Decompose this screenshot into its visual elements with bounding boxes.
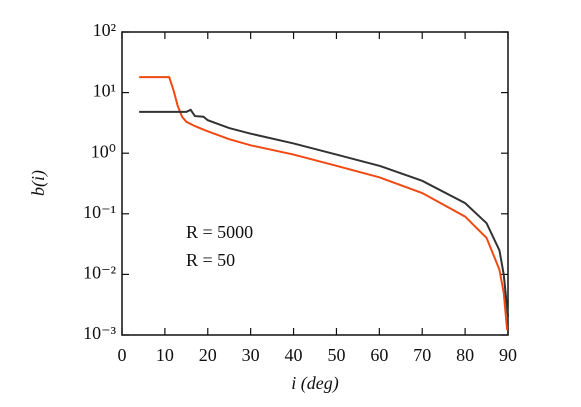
x-tick-label: 30: [242, 345, 260, 365]
x-tick-label: 70: [413, 345, 431, 365]
y-tick-label: 10²: [93, 20, 116, 40]
x-tick-label: 50: [327, 345, 345, 365]
data-line: [139, 108, 509, 317]
y-axis-label: b(i): [28, 170, 49, 196]
x-tick-label: 0: [118, 345, 127, 365]
legend-label: R = 50: [186, 250, 235, 270]
x-tick-label: 90: [499, 345, 517, 365]
y-tick-label: 10⁻²: [83, 263, 116, 283]
y-tick-label: 10⁻¹: [83, 202, 116, 222]
data-line: [139, 76, 509, 331]
x-tick-label: 60: [370, 345, 388, 365]
x-tick-label: 10: [156, 345, 174, 365]
x-axis-label: i (deg): [291, 373, 338, 394]
plot-frame: [121, 31, 509, 336]
y-tick-label: 10⁻³: [83, 323, 117, 343]
y-tick-label: 10⁰: [91, 141, 116, 161]
x-tick-label: 20: [199, 345, 217, 365]
y-tick-label: 10¹: [93, 81, 116, 101]
x-tick-label: 40: [285, 345, 303, 365]
legend-label: R = 5000: [186, 222, 253, 242]
x-tick-label: 80: [456, 345, 474, 365]
